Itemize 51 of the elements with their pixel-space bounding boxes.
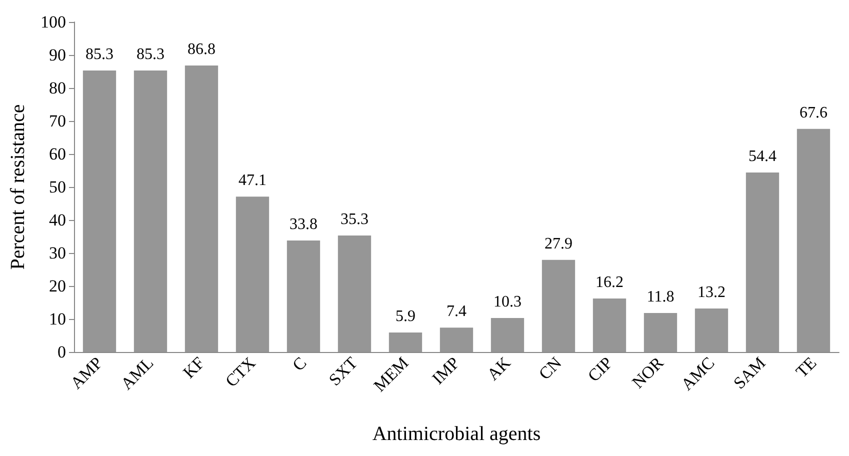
y-tick-label: 100 <box>40 12 66 32</box>
bar <box>236 196 270 352</box>
y-axis-title: Percent of resistance <box>7 104 29 270</box>
bar <box>286 240 320 352</box>
data-label: 85.3 <box>86 46 114 64</box>
y-tick-label: 0 <box>58 342 66 362</box>
bar <box>338 236 372 352</box>
data-label: 11.8 <box>646 288 674 306</box>
data-label: 7.4 <box>446 303 466 320</box>
bar <box>592 298 626 352</box>
bar <box>388 332 422 352</box>
bar <box>440 328 474 352</box>
y-tick-label: 20 <box>49 276 66 296</box>
x-tick-label: CTX <box>222 353 260 391</box>
x-tick-label: IMP <box>428 353 464 388</box>
bar <box>134 70 168 352</box>
bar <box>746 172 780 352</box>
data-label: 5.9 <box>396 308 416 326</box>
bar <box>82 70 116 352</box>
data-label: 16.2 <box>596 274 624 292</box>
bar <box>184 66 218 352</box>
bar <box>644 313 678 352</box>
data-label: 86.8 <box>188 41 216 58</box>
x-axis-title: Antimicrobial agents <box>372 423 541 445</box>
bar <box>490 318 524 352</box>
data-label: 47.1 <box>238 172 266 190</box>
bar <box>694 308 728 352</box>
y-tick-label: 70 <box>49 112 66 130</box>
data-label: 67.6 <box>800 104 828 122</box>
y-tick-label: 90 <box>49 46 66 64</box>
y-tick-label: 60 <box>49 144 66 164</box>
x-tick-label: TE <box>792 353 820 382</box>
data-label: 10.3 <box>494 294 522 311</box>
x-tick-label: C <box>288 353 310 375</box>
data-label: 35.3 <box>340 211 368 228</box>
data-label: 27.9 <box>544 235 572 252</box>
data-label: 13.2 <box>698 284 726 301</box>
x-tick-label: KF <box>179 353 208 382</box>
y-tick-label: 50 <box>49 178 66 196</box>
data-label: 54.4 <box>748 148 776 165</box>
bar <box>542 260 576 352</box>
bar <box>796 128 830 352</box>
y-tick-label: 40 <box>49 210 66 230</box>
data-label: 33.8 <box>290 216 318 233</box>
x-tick-label: CN <box>535 353 566 384</box>
x-tick-label: AK <box>483 352 515 384</box>
y-tick-label: 30 <box>49 244 66 262</box>
y-tick-label: 10 <box>49 310 66 328</box>
data-label: 85.3 <box>136 46 164 64</box>
y-tick-label: 80 <box>49 78 66 98</box>
x-tick-label: CIP <box>584 353 616 386</box>
